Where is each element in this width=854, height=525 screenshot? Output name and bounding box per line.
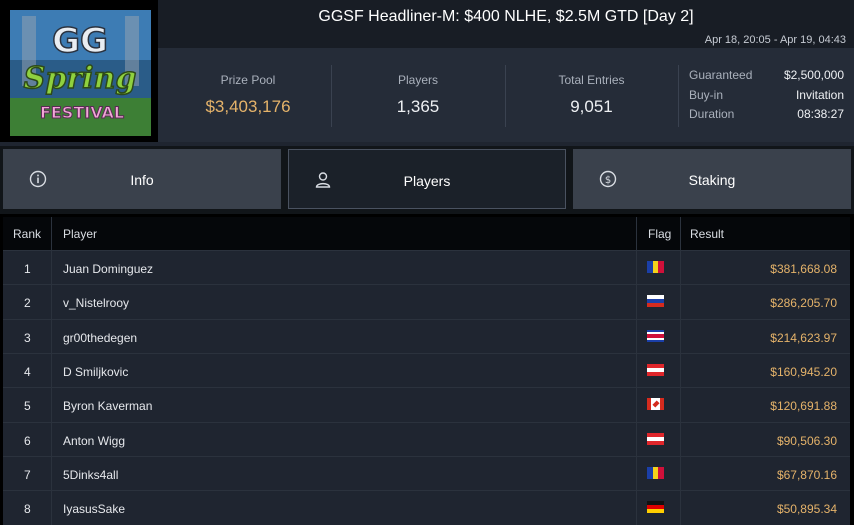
player-name-cell[interactable]: Juan Dominguez xyxy=(63,262,154,276)
rank-cell: 2 xyxy=(24,296,31,311)
result-cell: $381,668.08 xyxy=(770,262,837,276)
result-cell: $214,623.97 xyxy=(770,330,837,345)
result-header[interactable]: Result xyxy=(690,227,725,241)
prize-pool-label: Prize Pool xyxy=(220,73,276,87)
players-value: 1,365 xyxy=(396,97,440,116)
players-stat: Players 1,365 xyxy=(334,65,502,127)
duration-value: 08:38:27 xyxy=(797,107,844,121)
tab-staking-label: Staking xyxy=(688,172,736,188)
rank-cell: 3 xyxy=(24,330,31,345)
germany-flag-icon xyxy=(647,501,664,514)
andorra-flag-icon xyxy=(647,261,664,273)
guaranteed-label: Guaranteed xyxy=(689,68,753,82)
result-cell: $50,895.34 xyxy=(776,502,837,517)
stats-panel: Prize Pool $3,403,176 Players 1,365 Tota… xyxy=(158,48,854,142)
russia-flag-icon xyxy=(647,295,664,308)
stat-divider xyxy=(331,65,332,127)
table-header: Rank Player Flag Result xyxy=(3,217,850,250)
entries-label: Total Entries xyxy=(558,73,625,87)
player-name-cell[interactable]: 5Dinks4all xyxy=(63,467,119,482)
result-cell: $90,506.30 xyxy=(776,433,837,448)
austria-flag-icon xyxy=(647,432,664,445)
duration-row: Duration 08:38:27 xyxy=(689,107,844,127)
player-name-cell[interactable]: gr00thedegen xyxy=(63,330,138,345)
players-label: Players xyxy=(397,73,438,87)
entries-value: 9,051 xyxy=(570,97,613,116)
info-circle-icon xyxy=(29,170,47,188)
gg-spring-festival-logo: GG Spring FESTIVAL xyxy=(10,10,151,136)
player-name-cell[interactable]: Anton Wigg xyxy=(63,433,126,448)
costa-rica-flag-icon xyxy=(647,329,664,342)
result-cell: $160,945.20 xyxy=(770,364,837,379)
tab-info-label: Info xyxy=(130,172,154,188)
svg-text:$: $ xyxy=(605,175,611,186)
buyin-label: Buy-in xyxy=(689,87,724,102)
stat-divider xyxy=(678,65,679,127)
tab-staking[interactable]: $ Staking xyxy=(573,149,851,209)
table-row[interactable]: 3 gr00thedegen $214,623.97 xyxy=(3,318,850,353)
buyin-row: Buy-in Invitation xyxy=(689,88,844,108)
svg-text:FESTIVAL: FESTIVAL xyxy=(40,103,124,122)
svg-text:Spring: Spring xyxy=(24,61,137,96)
flag-header: Flag xyxy=(648,227,672,241)
duration-label: Duration xyxy=(689,107,735,121)
tournament-header: GG Spring FESTIVAL GGSF Headliner-M: $40… xyxy=(0,0,854,146)
player-name-cell[interactable]: IyasusSake xyxy=(63,502,126,517)
tab-info[interactable]: Info xyxy=(3,149,281,209)
table-row[interactable]: 2 v_Nistelrooy $286,205.70 xyxy=(3,284,850,318)
result-cell: $286,205.70 xyxy=(770,296,837,311)
tab-players-label: Players xyxy=(403,173,451,189)
table-row[interactable]: 1 Juan Dominguez $381,668.08 xyxy=(3,250,850,284)
guaranteed-row: Guaranteed $2,500,000 xyxy=(689,68,844,88)
andorra-flag-icon xyxy=(647,466,664,479)
stat-divider xyxy=(505,65,506,127)
tab-bar: Info Players $ Staking xyxy=(0,146,854,214)
tournament-details: Guaranteed $2,500,000 Buy-in Invitation … xyxy=(689,68,844,127)
result-cell: $67,870.16 xyxy=(776,467,837,482)
column-divider xyxy=(636,217,637,525)
result-cell: $120,691.88 xyxy=(770,399,837,414)
tournament-dates: Apr 18, 20:05 - Apr 19, 04:43 xyxy=(704,34,846,46)
title-bar: GGSF Headliner-M: $400 NLHE, $2.5M GTD [… xyxy=(158,0,854,48)
table-row[interactable]: 4 D Smiljkovic $160,945.20 xyxy=(3,352,850,387)
table-row[interactable]: 5 Byron Kaverman $120,691.88 xyxy=(3,387,850,421)
guaranteed-value: $2,500,000 xyxy=(783,68,844,82)
rank-cell: 7 xyxy=(24,467,31,482)
table-row[interactable]: 8 IyasusSake $50,895.34 xyxy=(3,490,850,524)
rank-header: Rank xyxy=(13,227,42,241)
entries-stat: Total Entries 9,051 xyxy=(508,65,675,127)
user-icon xyxy=(314,171,332,189)
table-row[interactable]: 7 5Dinks4all $67,870.16 xyxy=(3,455,850,490)
event-logo-frame: GG Spring FESTIVAL xyxy=(0,0,158,142)
rank-cell: 4 xyxy=(24,364,31,379)
dollar-exchange-icon: $ xyxy=(599,170,617,188)
rank-cell: 8 xyxy=(24,502,31,517)
tab-players[interactable]: Players xyxy=(288,149,566,209)
buyin-value: Invitation xyxy=(795,87,844,102)
rank-cell: 6 xyxy=(24,433,31,448)
player-header: Player xyxy=(63,227,98,241)
rank-cell: 1 xyxy=(24,262,31,276)
austria-flag-icon xyxy=(647,363,664,376)
player-name-cell[interactable]: v_Nistelrooy xyxy=(63,296,130,311)
svg-text:GG: GG xyxy=(52,21,108,61)
column-divider xyxy=(51,217,52,525)
player-name-cell[interactable]: D Smiljkovic xyxy=(63,364,129,379)
prize-pool-stat: Prize Pool $3,403,176 xyxy=(168,65,328,127)
player-name-cell[interactable]: Byron Kaverman xyxy=(63,399,153,414)
tournament-title: GGSF Headliner-M: $400 NLHE, $2.5M GTD [… xyxy=(318,8,694,25)
column-divider xyxy=(680,217,681,525)
table-row[interactable]: 6 Anton Wigg $90,506.30 xyxy=(3,421,850,456)
prize-pool-value: $3,403,176 xyxy=(205,97,291,116)
players-table: Rank Player Flag Result 1 Juan Dominguez $… xyxy=(3,217,850,525)
canada-flag-icon xyxy=(647,398,664,411)
rank-cell: 5 xyxy=(24,399,31,414)
